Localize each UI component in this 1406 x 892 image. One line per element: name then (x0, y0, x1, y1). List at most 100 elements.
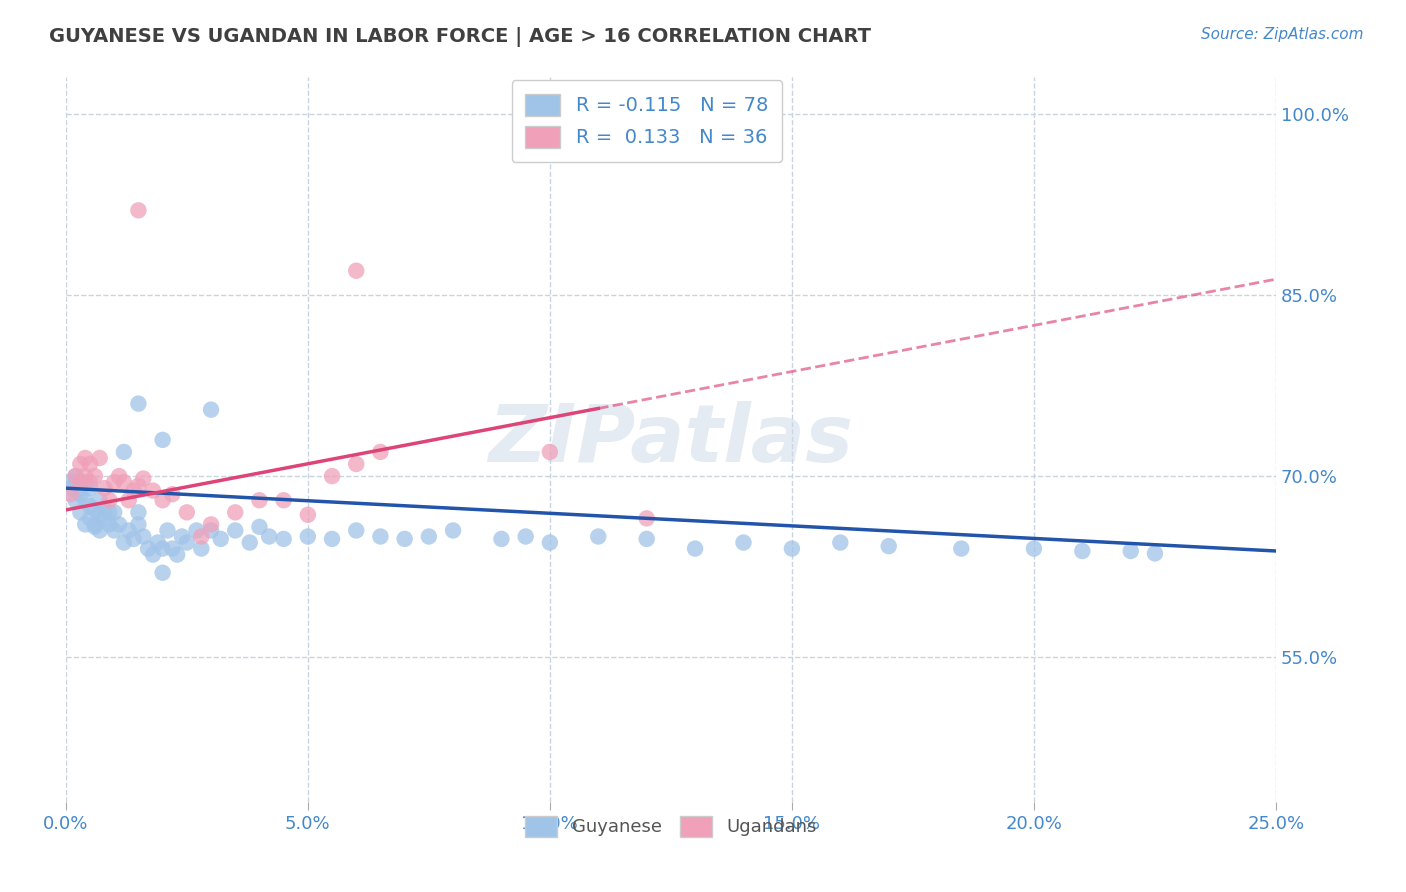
Point (75, 450, 97, 465)
Point (877, 539, 900, 553)
Point (59, 481, 82, 495)
Point (224, 524, 246, 538)
Point (200, 402, 222, 417)
Point (146, 535, 169, 549)
Point (588, 529, 610, 543)
Point (683, 541, 706, 556)
Point (132, 471, 155, 485)
Point (394, 532, 416, 546)
Point (297, 529, 319, 543)
Point (69, 475, 91, 490)
Point (370, 445, 392, 459)
Point (93, 511, 115, 525)
Point (103, 475, 125, 490)
Point (69, 457, 91, 471)
Point (152, 566, 174, 580)
Point (321, 532, 343, 546)
Point (636, 511, 658, 525)
Point (538, 535, 561, 549)
Point (89, 450, 111, 465)
Point (108, 469, 131, 483)
Point (257, 529, 280, 543)
Point (780, 541, 803, 556)
Point (59, 487, 82, 501)
Point (176, 535, 198, 549)
Point (89, 524, 111, 538)
Point (69, 487, 91, 501)
Point (176, 505, 198, 519)
Point (65, 493, 87, 508)
Legend: Guyanese, Ugandans: Guyanese, Ugandans (517, 809, 824, 844)
Point (75, 475, 97, 490)
Point (344, 264, 367, 278)
Point (79, 457, 101, 471)
Point (418, 529, 440, 543)
Point (297, 508, 319, 522)
Point (249, 520, 271, 534)
Point (142, 548, 165, 562)
Point (224, 505, 246, 519)
Point (65, 475, 87, 490)
Point (152, 493, 174, 508)
Point (65, 469, 87, 483)
Point (515, 529, 537, 543)
Point (69, 505, 91, 519)
Point (170, 529, 193, 543)
Point (83, 517, 105, 532)
Point (190, 529, 212, 543)
Point (93, 481, 115, 495)
Point (190, 541, 212, 556)
Point (344, 524, 367, 538)
Point (1071, 544, 1094, 558)
Point (112, 445, 135, 459)
Point (209, 532, 232, 546)
Point (69, 481, 91, 495)
Point (321, 469, 343, 483)
Point (75, 469, 97, 483)
Point (127, 396, 149, 410)
Point (75, 517, 97, 532)
Point (112, 475, 135, 490)
Point (186, 524, 208, 538)
Point (93, 503, 115, 517)
Point (142, 483, 165, 498)
Point (65, 469, 87, 483)
Point (83, 520, 105, 534)
Point (122, 532, 145, 546)
Point (830, 535, 852, 549)
Point (127, 505, 149, 519)
Point (441, 524, 464, 538)
Point (75, 493, 97, 508)
Point (166, 548, 188, 562)
Point (152, 541, 174, 556)
Point (83, 503, 105, 517)
Point (103, 524, 125, 538)
Point (127, 479, 149, 493)
Text: ZIPatlas: ZIPatlas (488, 401, 853, 479)
Point (636, 532, 658, 546)
Point (156, 524, 179, 538)
Point (79, 511, 101, 525)
Point (127, 203, 149, 218)
Point (136, 541, 159, 556)
Point (118, 493, 141, 508)
Point (112, 535, 135, 549)
Point (249, 493, 271, 508)
Point (98, 517, 121, 532)
Point (79, 500, 101, 514)
Point (122, 483, 145, 498)
Point (239, 535, 262, 549)
Point (950, 541, 973, 556)
Point (79, 475, 101, 490)
Point (1143, 546, 1166, 560)
Point (152, 433, 174, 447)
Point (89, 493, 111, 508)
Point (273, 493, 295, 508)
Point (132, 529, 155, 543)
Text: Source: ZipAtlas.com: Source: ZipAtlas.com (1201, 27, 1364, 42)
Point (370, 529, 392, 543)
Point (733, 535, 755, 549)
Point (108, 517, 131, 532)
Point (162, 541, 184, 556)
Point (200, 524, 222, 538)
